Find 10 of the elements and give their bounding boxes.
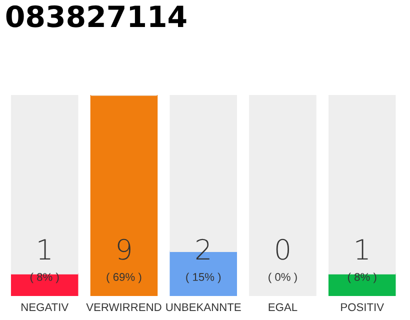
x-tick-label: POSITIV [341, 303, 384, 312]
data-label: 1 ( 8% ) [30, 239, 59, 284]
data-label: 9 ( 69% ) [106, 238, 142, 284]
x-tick-label: UNBEKANNTE [166, 303, 241, 312]
chart-title: 083827114 [6, 5, 186, 28]
x-tick-label: NEGATIV [22, 303, 69, 312]
x-tick-label: EGAL [268, 303, 298, 312]
x-tick-label: VERWIRREND [86, 303, 162, 311]
data-label: 0 ( 0% ) [268, 238, 297, 284]
data-label: 1 ( 8% ) [348, 239, 376, 284]
